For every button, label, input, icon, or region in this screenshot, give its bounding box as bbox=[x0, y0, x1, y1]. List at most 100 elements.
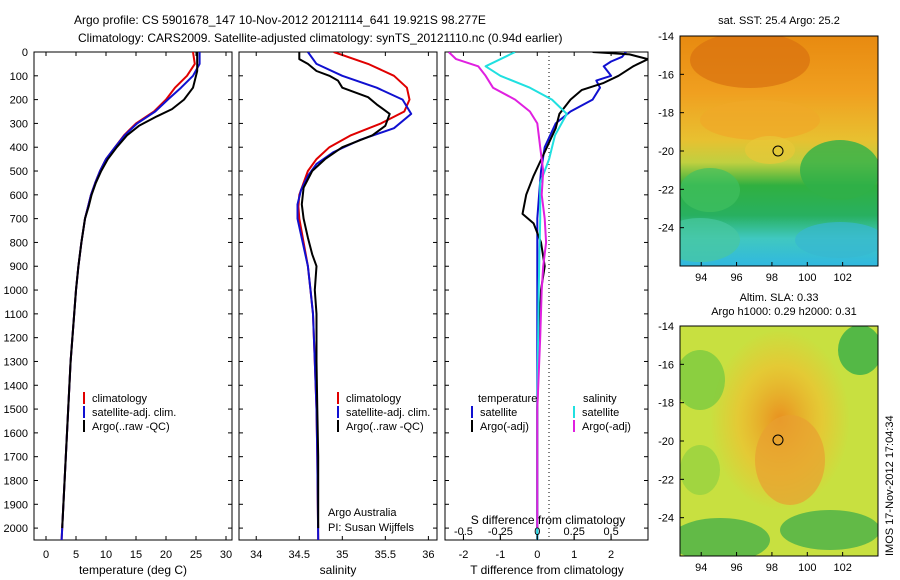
legend-label: satellite-adj. clim. bbox=[92, 407, 176, 419]
x-tick-label: 34 bbox=[250, 549, 262, 561]
series-line bbox=[61, 52, 199, 529]
depth-tick-label: 1900 bbox=[4, 499, 28, 511]
legend-label: Argo(..raw -QC) bbox=[92, 421, 170, 433]
lon-tick-label: 98 bbox=[766, 562, 778, 574]
sst-map-title: sat. SST: 25.4 Argo: 25.2 bbox=[718, 15, 840, 27]
x-tick-label: -1 bbox=[495, 549, 505, 561]
lon-tick-label: 102 bbox=[833, 272, 851, 284]
lat-tick-label: -22 bbox=[658, 184, 674, 196]
depth-tick-label: 300 bbox=[10, 118, 28, 130]
x-tick-label: 5 bbox=[73, 549, 79, 561]
title-line-2: Climatology: CARS2009. Satellite-adjuste… bbox=[78, 31, 562, 45]
lat-tick-label: -20 bbox=[658, 436, 674, 448]
depth-tick-label: 500 bbox=[10, 166, 28, 178]
lat-tick-label: -18 bbox=[658, 108, 674, 120]
depth-tick-label: 1800 bbox=[4, 475, 28, 487]
s-tick-label: -0.25 bbox=[488, 526, 513, 538]
credit-argo-australia: Argo Australia bbox=[328, 507, 397, 519]
legend-title-temperature: temperature bbox=[478, 393, 537, 405]
x-tick-label: 15 bbox=[130, 549, 142, 561]
lon-tick-label: 94 bbox=[695, 272, 707, 284]
temperature-legend: climatology satellite-adj. clim. Argo(..… bbox=[83, 392, 176, 433]
sla-map-subtitle: Argo h1000: 0.29 h2000: 0.31 bbox=[711, 306, 857, 318]
lat-tick-label: -24 bbox=[658, 513, 674, 525]
sla-map bbox=[680, 326, 878, 556]
depth-tick-label: 700 bbox=[10, 214, 28, 226]
x-tick-label: 35 bbox=[336, 549, 348, 561]
x-tick-label: 30 bbox=[220, 549, 232, 561]
x-tick-label: 1 bbox=[571, 549, 577, 561]
depth-tick-label: 2000 bbox=[4, 523, 28, 535]
difference-xlabel: T difference from climatology bbox=[470, 563, 624, 577]
series-line bbox=[448, 52, 548, 529]
series-line bbox=[60, 52, 196, 540]
x-tick-label: 20 bbox=[160, 549, 172, 561]
depth-tick-label: 1100 bbox=[4, 309, 28, 321]
x-tick-label: 2 bbox=[608, 549, 614, 561]
x-tick-label: 35.5 bbox=[375, 549, 396, 561]
legend-label: Argo(..raw -QC) bbox=[346, 421, 424, 433]
axes: 0 5 10 15 20 25 30 34 34.5 35 35.5 36 -2 -1 0 1 2 -0.5 -0.… bbox=[43, 52, 619, 561]
s-tick-label: 0 bbox=[534, 526, 540, 538]
title-line-1: Argo profile: CS 5901678_147 10-Nov-2012… bbox=[74, 13, 486, 27]
lon-tick-label: 100 bbox=[798, 272, 816, 284]
depth-tick-label: 0 bbox=[22, 47, 28, 59]
x-tick-label: 10 bbox=[100, 549, 112, 561]
depth-tick-label: 600 bbox=[10, 190, 28, 202]
difference-panel bbox=[444, 51, 649, 541]
salinity-lines bbox=[296, 52, 413, 540]
lat-tick-label: -20 bbox=[658, 146, 674, 158]
difference-legend: temperature salinity satellite Argo(-adj… bbox=[471, 393, 631, 433]
legend-label: Argo(-adj) bbox=[480, 421, 529, 433]
s-tick-label: 0.5 bbox=[603, 526, 618, 538]
s-difference-label: S difference from climatology bbox=[471, 513, 626, 527]
x-tick-label: 34.5 bbox=[289, 549, 310, 561]
depth-tick-label: 100 bbox=[10, 71, 28, 83]
x-tick-label: 25 bbox=[190, 549, 202, 561]
lon-tick-label: 96 bbox=[730, 272, 742, 284]
lon-tick-label: 100 bbox=[798, 562, 816, 574]
x-tick-label: -2 bbox=[459, 549, 469, 561]
argo-location-marker bbox=[772, 434, 784, 446]
depth-tick-label: 1400 bbox=[4, 380, 28, 392]
depth-tick-label: 1700 bbox=[4, 452, 28, 464]
lat-tick-label: -14 bbox=[658, 321, 674, 333]
map-axes: -14 -16 -18 -20 -22 -24 94 96 98 100 102 -14 -16 -18 -… bbox=[658, 31, 852, 574]
temperature-xlabel: temperature (deg C) bbox=[79, 563, 187, 577]
legend-label: satellite bbox=[582, 407, 619, 419]
s-tick-label: 0.25 bbox=[563, 526, 584, 538]
lon-tick-label: 102 bbox=[833, 562, 851, 574]
difference-lines bbox=[448, 52, 648, 540]
temperature-lines bbox=[60, 52, 201, 540]
legend-label: Argo(-adj) bbox=[582, 421, 631, 433]
depth-tick-label: 1500 bbox=[4, 404, 28, 416]
lat-tick-label: -14 bbox=[658, 31, 674, 43]
lat-tick-label: -24 bbox=[658, 223, 674, 235]
lat-tick-label: -16 bbox=[658, 69, 674, 81]
s-tick-label: -0.5 bbox=[454, 526, 473, 538]
lat-tick-label: -18 bbox=[658, 398, 674, 410]
x-tick-label: 36 bbox=[422, 549, 434, 561]
legend-title-salinity: salinity bbox=[583, 393, 617, 405]
legend-label: climatology bbox=[346, 393, 402, 405]
depth-tick-label: 1600 bbox=[4, 428, 28, 440]
depth-axis: 0 100 200 300 400 500 600 700 800 900 1000 1100 1200… bbox=[4, 47, 648, 535]
depth-tick-label: 200 bbox=[10, 95, 28, 107]
temperature-panel bbox=[33, 51, 233, 541]
lon-tick-label: 96 bbox=[730, 562, 742, 574]
sla-map-title: Altim. SLA: 0.33 bbox=[740, 292, 819, 304]
depth-tick-label: 800 bbox=[10, 237, 28, 249]
credit-pi: PI: Susan Wijffels bbox=[328, 522, 414, 534]
series-line bbox=[298, 52, 391, 529]
depth-tick-label: 400 bbox=[10, 142, 28, 154]
argo-location-marker bbox=[772, 145, 784, 157]
sst-map bbox=[680, 36, 878, 266]
x-tick-label: 0 bbox=[534, 549, 540, 561]
salinity-legend: climatology satellite-adj. clim. Argo(..… bbox=[337, 392, 430, 433]
legend-label: satellite bbox=[480, 407, 517, 419]
lat-tick-label: -16 bbox=[658, 359, 674, 371]
series-line bbox=[60, 52, 201, 540]
legend-label: climatology bbox=[92, 393, 148, 405]
series-line bbox=[484, 52, 568, 540]
